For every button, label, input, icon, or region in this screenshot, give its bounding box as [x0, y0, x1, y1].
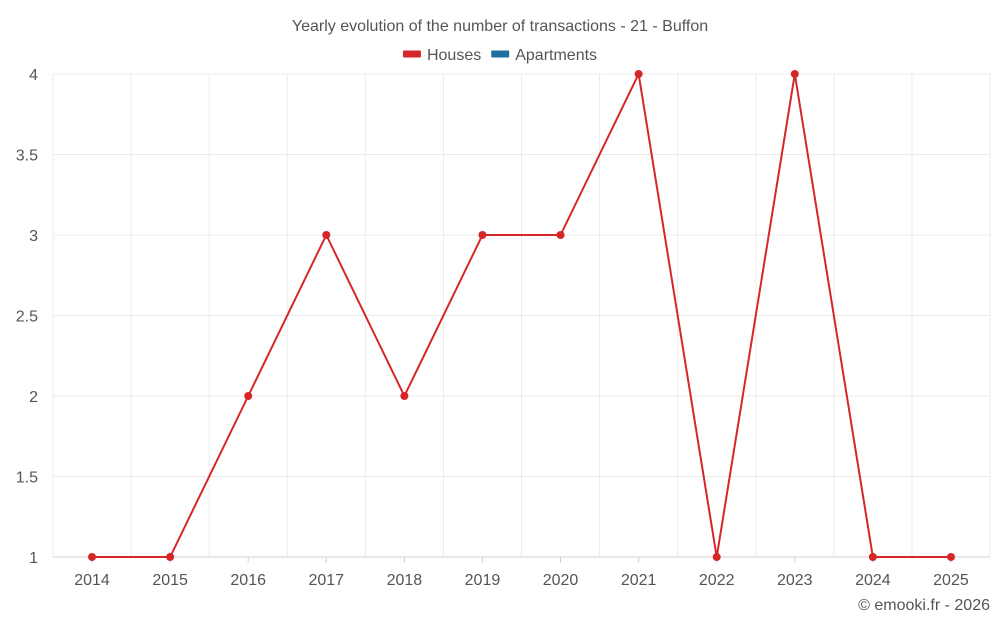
x-tick-label: 2018 — [387, 572, 423, 589]
grid — [52, 73, 991, 558]
series-line-houses — [92, 73, 951, 558]
data-point[interactable] — [322, 231, 331, 239]
data-point[interactable] — [868, 553, 877, 561]
x-tick-label: 2019 — [465, 572, 501, 589]
x-tick-label: 2021 — [621, 572, 657, 589]
data-point[interactable] — [244, 392, 253, 400]
y-tick-label: 2.5 — [16, 309, 38, 326]
legend: Houses Apartments — [402, 47, 597, 64]
legend-swatch — [402, 50, 421, 58]
data-point[interactable] — [790, 70, 799, 78]
chart-title: Yearly evolution of the number of transa… — [292, 18, 708, 35]
y-tick-label: 3 — [29, 228, 38, 245]
y-tick-label: 1.5 — [16, 470, 38, 487]
y-tick-label: 3.5 — [16, 148, 38, 165]
legend-item-houses[interactable]: Houses — [402, 47, 481, 64]
x-tick-label: 2020 — [543, 572, 579, 589]
labels: Yearly evolution of the number of transa… — [292, 18, 990, 614]
x-tick-label: 2022 — [699, 572, 735, 589]
legend-item-apartments[interactable]: Apartments — [491, 47, 597, 64]
x-tick-label: 2015 — [152, 572, 188, 589]
x-tick-label: 2023 — [777, 572, 813, 589]
legend-label: Houses — [427, 47, 481, 64]
x-tick-label: 2016 — [230, 572, 266, 589]
data-point[interactable] — [478, 231, 487, 239]
data-point[interactable] — [400, 392, 409, 400]
x-tick-label: 2025 — [933, 572, 969, 589]
data-point[interactable] — [556, 231, 565, 239]
y-tick-label: 2 — [29, 389, 38, 406]
x-tick-label: 2017 — [308, 572, 344, 589]
x-tick-label: 2014 — [74, 572, 110, 589]
data-point[interactable] — [88, 553, 97, 561]
y-tick-label: 4 — [29, 67, 38, 84]
legend-swatch — [491, 50, 510, 58]
legend-label: Apartments — [515, 47, 597, 64]
data-point[interactable] — [166, 553, 175, 561]
y-tick-label: 1 — [29, 550, 38, 567]
series-layer — [88, 70, 955, 561]
x-tick-label: 2024 — [855, 572, 891, 589]
data-point[interactable] — [634, 70, 643, 78]
credit-text: © emooki.fr - 2026 — [858, 597, 990, 614]
data-point[interactable] — [712, 553, 721, 561]
axes: 1 1.5 2 2.5 3 3.5 4 2014 2015 2016 2017 2018 2019 202… — [16, 67, 990, 589]
data-point[interactable] — [946, 553, 955, 561]
